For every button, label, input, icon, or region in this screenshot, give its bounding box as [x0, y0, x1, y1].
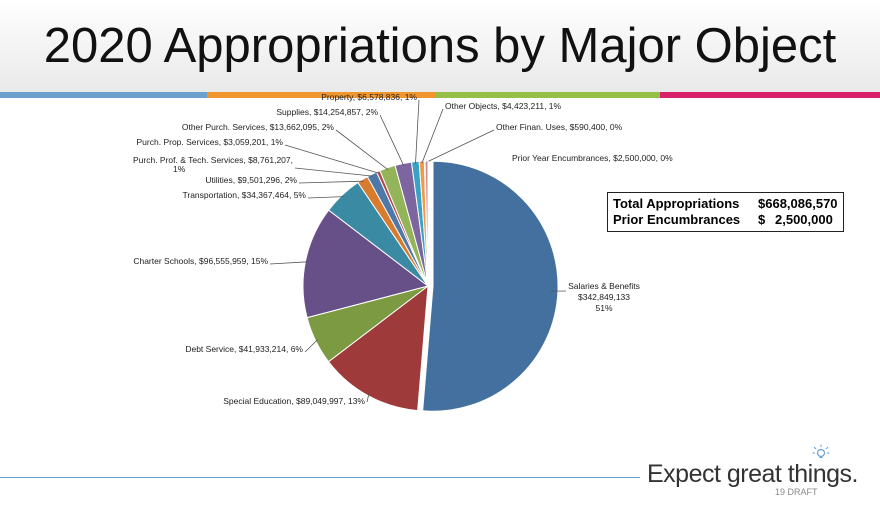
slice-label: Other Purch. Services, $13,662,095, 2% [182, 122, 335, 132]
leader-line [335, 129, 389, 171]
title-band [0, 0, 880, 92]
footer-rule [0, 477, 640, 478]
slice-label: Property, $6,578,836, 1% [321, 92, 417, 102]
prior-encumbrances-value: 2,500,000 [775, 212, 833, 227]
pie-slice [424, 160, 429, 287]
leader-line [307, 196, 344, 199]
slice-label: Prior Year Encumbrances, $2,500,000, 0% [512, 153, 673, 163]
slice-label: Special Education, $89,049,997, 13% [223, 396, 365, 406]
pie-slice [422, 160, 559, 412]
leader-line [424, 129, 495, 164]
slice-label: Transportation, $34,367,464, 5% [183, 190, 307, 200]
leader-line [304, 339, 318, 353]
slice-label: Supplies, $14,254,857, 2% [276, 107, 378, 117]
leader-line [421, 108, 444, 164]
total-appropriations-label: Total Appropriations [613, 196, 740, 211]
color-bar-segment [436, 92, 660, 98]
slice-label: Charter Schools, $96,555,959, 15% [133, 256, 268, 266]
slide-title: 2020 Appropriations by Major Object [43, 19, 837, 73]
totals-box: Total Appropriations $668,086,570 Prior … [607, 192, 844, 232]
tagline: Expect great things. [647, 460, 858, 488]
draft-label: 19 DRAFT [775, 487, 818, 497]
slice-label: Purch. Prop. Services, $3,059,201, 1% [137, 137, 284, 147]
color-bar-segment [0, 92, 207, 98]
color-bar-segment [660, 92, 880, 98]
prior-encumbrances-label: Prior Encumbrances [613, 212, 741, 227]
color-bar-segment [207, 92, 436, 98]
slice-label: Other Finan. Uses, $590,400, 0% [496, 122, 623, 132]
leader-line [294, 167, 373, 177]
leader-line [415, 99, 420, 164]
leader-line [379, 114, 404, 166]
lightbulb-icon [812, 444, 830, 458]
leader-line [284, 144, 380, 174]
pie-slice [327, 284, 429, 412]
slice-label: Utilities, $9,501,296, 2% [205, 175, 297, 185]
prior-encumbrances-currency: $ [758, 212, 766, 227]
leader-line [366, 393, 370, 403]
slice-label: Other Objects, $4,423,211, 1% [445, 101, 562, 111]
pie-slice [302, 209, 430, 319]
leader-line [298, 180, 364, 184]
slice-label: Purch. Prof. & Tech. Services, $8,761,20… [133, 155, 293, 174]
slice-label: Debt Service, $41,933,214, 6% [185, 344, 303, 354]
leader-line [269, 261, 308, 265]
slice-label: Salaries & Benefits $342,849,133 51% [568, 281, 640, 313]
total-appropriations-value: $668,086,570 [758, 196, 838, 211]
